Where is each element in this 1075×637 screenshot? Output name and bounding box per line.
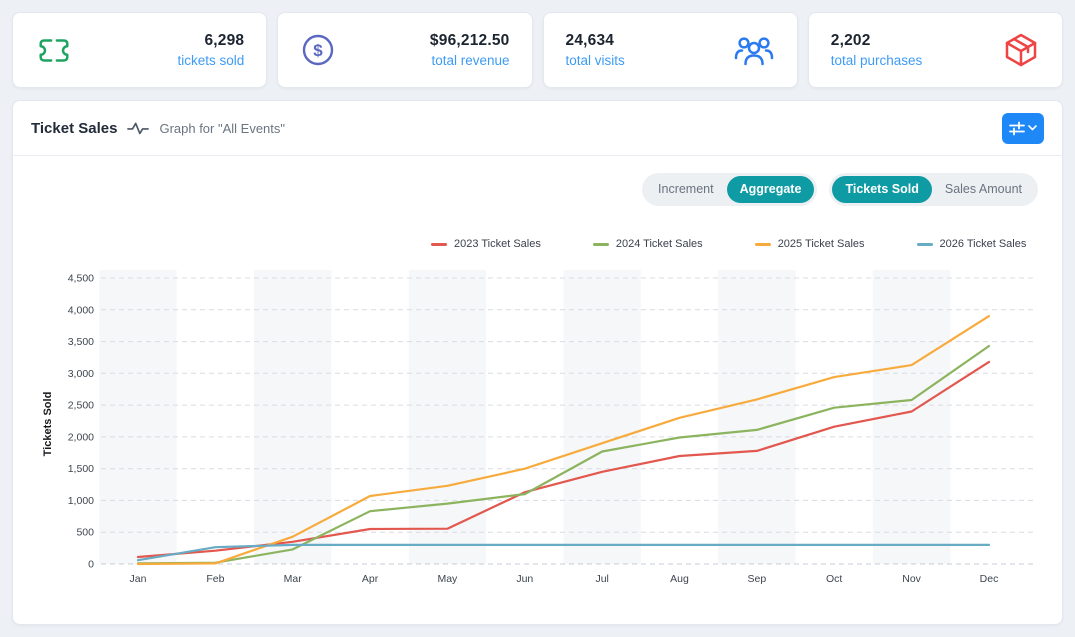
toggle-option-aggregate[interactable]: Aggregate xyxy=(726,176,815,203)
panel-title: Ticket Sales xyxy=(31,119,118,137)
svg-text:Sep: Sep xyxy=(748,573,767,585)
legend-marker-2023 xyxy=(431,242,447,246)
stat-card-total-visits: 24,634 total visits xyxy=(542,12,798,88)
dollar-circle-icon: $ xyxy=(300,32,336,68)
panel-subtitle: Graph for "All Events" xyxy=(159,120,286,136)
legend-item-2026[interactable]: 2026 Ticket Sales xyxy=(916,238,1027,250)
svg-text:4,500: 4,500 xyxy=(68,273,94,285)
ticket-icon xyxy=(35,34,73,67)
toggle-group-metric: Tickets Sold Sales Amount xyxy=(829,173,1038,206)
svg-text:Oct: Oct xyxy=(826,573,842,585)
stat-label: tickets sold xyxy=(177,53,245,68)
column-stripes xyxy=(99,270,951,564)
svg-text:Feb: Feb xyxy=(206,573,224,585)
ticket-sales-panel: Ticket Sales Graph for "All Events" xyxy=(12,100,1063,625)
toggle-group-increment-aggregate: Increment Aggregate xyxy=(642,173,818,206)
svg-text:Jun: Jun xyxy=(516,573,533,585)
svg-text:Aug: Aug xyxy=(670,573,689,585)
toggle-option-tickets-sold[interactable]: Tickets Sold xyxy=(832,176,932,203)
stat-value: $96,212.50 xyxy=(429,32,510,49)
legend-item-2024[interactable]: 2024 Ticket Sales xyxy=(592,238,703,250)
svg-text:Dec: Dec xyxy=(980,573,999,585)
stat-label: total revenue xyxy=(431,53,510,68)
svg-text:500: 500 xyxy=(76,527,94,539)
svg-text:Apr: Apr xyxy=(362,573,379,585)
stat-value: 2,202 xyxy=(830,32,871,49)
people-icon xyxy=(733,33,775,67)
stat-cards-row: 6,298 tickets sold $ $96,212.50 total re… xyxy=(12,12,1063,88)
legend-label: 2024 Ticket Sales xyxy=(615,238,703,250)
svg-text:1,000: 1,000 xyxy=(68,495,94,507)
legend-label: 2023 Ticket Sales xyxy=(454,238,541,250)
svg-text:4,000: 4,000 xyxy=(68,304,94,316)
x-axis-month-labels: Jan Feb Mar Apr May Jun Jul Aug Sep Oct Nov Dec xyxy=(130,573,999,585)
series-lines xyxy=(136,314,991,566)
stat-value: 6,298 xyxy=(204,32,245,49)
series-line-2023 xyxy=(136,360,991,559)
svg-text:3,000: 3,000 xyxy=(68,368,94,380)
legend-label: 2026 Ticket Sales xyxy=(939,238,1027,250)
package-icon xyxy=(1002,31,1040,69)
svg-text:3,500: 3,500 xyxy=(68,336,94,348)
stat-card-total-purchases: 2,202 total purchases xyxy=(807,12,1063,88)
toggle-option-sales-amount[interactable]: Sales Amount xyxy=(944,182,1022,196)
legend-item-2025[interactable]: 2025 Ticket Sales xyxy=(754,238,865,250)
svg-text:Mar: Mar xyxy=(284,573,303,585)
legend-item-2023[interactable]: 2023 Ticket Sales xyxy=(431,238,541,250)
panel-header: Ticket Sales Graph for "All Events" xyxy=(13,101,1062,156)
svg-text:Jul: Jul xyxy=(595,573,608,585)
y-axis-tick-labels: 0 500 1,000 1,500 2,000 2,500 3,000 3,500 4,000 4… xyxy=(68,273,94,571)
svg-text:Jan: Jan xyxy=(130,573,147,585)
stat-label: total visits xyxy=(565,53,625,68)
series-line-2024 xyxy=(136,344,991,565)
stat-card-tickets-sold: 6,298 tickets sold xyxy=(12,12,268,88)
svg-text:0: 0 xyxy=(88,559,94,571)
chevron-down-icon xyxy=(1028,125,1037,131)
legend-marker-2024 xyxy=(592,242,609,246)
toggle-option-increment[interactable]: Increment xyxy=(658,182,714,196)
panel-body: Increment Aggregate Tickets Sold Sales A… xyxy=(13,156,1062,625)
svg-text:2,500: 2,500 xyxy=(68,400,94,412)
stat-value: 24,634 xyxy=(565,32,615,49)
svg-text:$: $ xyxy=(314,41,324,60)
svg-text:1,500: 1,500 xyxy=(68,463,94,475)
series-line-2025 xyxy=(136,314,991,566)
series-line-2026 xyxy=(136,543,991,562)
activity-pulse-icon xyxy=(127,120,150,136)
legend-marker-2025 xyxy=(754,242,771,246)
svg-text:May: May xyxy=(437,573,458,585)
legend-marker-2026 xyxy=(916,242,933,246)
chart-legend: 2023 Ticket Sales 2024 Ticket Sales 2025… xyxy=(431,238,1026,250)
svg-text:2,000: 2,000 xyxy=(68,431,94,443)
legend-label: 2025 Ticket Sales xyxy=(777,238,865,250)
chart-settings-button[interactable] xyxy=(1002,112,1044,144)
svg-text:Nov: Nov xyxy=(902,573,921,585)
sliders-icon xyxy=(1009,121,1025,136)
chart-toggles: Increment Aggregate Tickets Sold Sales A… xyxy=(642,173,1038,206)
stat-card-total-revenue: $ $96,212.50 total revenue xyxy=(277,12,533,88)
line-chart-canvas[interactable]: 0 500 1,000 1,500 2,000 2,500 3,000 3,500 4,000 4… xyxy=(13,266,1062,601)
gridlines xyxy=(101,277,1036,565)
y-axis-title: Tickets Sold xyxy=(42,392,54,457)
stat-label: total purchases xyxy=(830,53,923,68)
